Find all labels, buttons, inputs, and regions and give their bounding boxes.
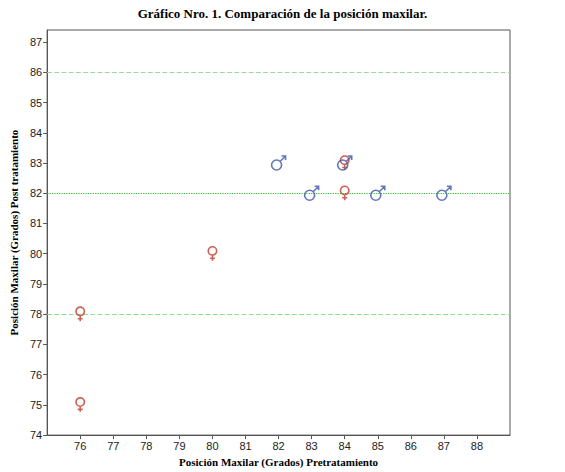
- svg-text:84: 84: [30, 127, 42, 139]
- svg-text:82: 82: [30, 187, 42, 199]
- svg-text:85: 85: [30, 97, 42, 109]
- svg-text:79: 79: [30, 278, 42, 290]
- svg-text:78: 78: [30, 308, 42, 320]
- svg-text:76: 76: [74, 440, 86, 452]
- svg-text:84: 84: [339, 440, 351, 452]
- svg-text:74: 74: [30, 429, 42, 441]
- svg-text:86: 86: [405, 440, 417, 452]
- svg-text:81: 81: [239, 440, 251, 452]
- svg-text:87: 87: [438, 440, 450, 452]
- svg-text:81: 81: [30, 217, 42, 229]
- svg-text:80: 80: [30, 248, 42, 260]
- svg-text:78: 78: [140, 440, 152, 452]
- svg-text:85: 85: [372, 440, 384, 452]
- svg-text:77: 77: [107, 440, 119, 452]
- svg-text:83: 83: [306, 440, 318, 452]
- svg-text:88: 88: [471, 440, 483, 452]
- svg-text:82: 82: [272, 440, 284, 452]
- svg-text:86: 86: [30, 66, 42, 78]
- svg-text:87: 87: [30, 36, 42, 48]
- svg-text:80: 80: [206, 440, 218, 452]
- svg-text:75: 75: [30, 399, 42, 411]
- svg-text:83: 83: [30, 157, 42, 169]
- svg-text:Gráfico Nro. 1. Comparación de: Gráfico Nro. 1. Comparación de la posici…: [138, 6, 428, 21]
- svg-text:79: 79: [173, 440, 185, 452]
- svg-text:76: 76: [30, 369, 42, 381]
- svg-text:77: 77: [30, 338, 42, 350]
- svg-text:Posición Maxilar (Grados) Pret: Posición Maxilar (Grados) Pretratamiento: [179, 456, 379, 469]
- svg-text:Posición Maxilar (Grados) Post: Posición Maxilar (Grados) Post tratamien…: [8, 129, 21, 335]
